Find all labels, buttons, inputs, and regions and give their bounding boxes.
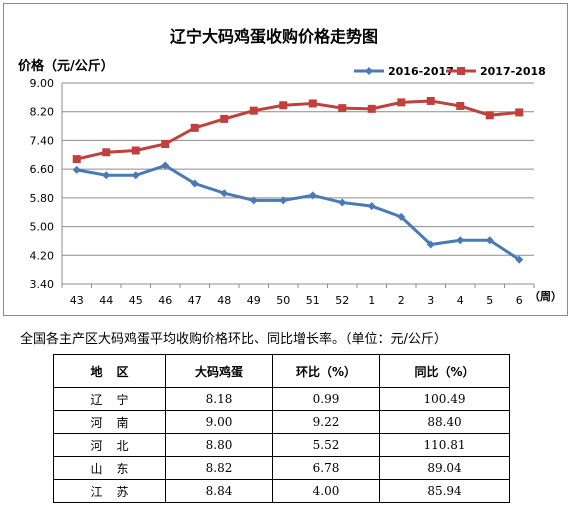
x-tick-label: 49 <box>247 294 261 307</box>
data-point <box>131 146 140 155</box>
x-tick-label: 44 <box>99 294 113 307</box>
data-point <box>338 198 347 207</box>
cell-mom: 9.22 <box>272 410 380 434</box>
header-yoy: 同比（%） <box>379 354 510 388</box>
y-tick-label: 7.40 <box>30 134 55 147</box>
legend-label: 2016-2017 <box>388 65 454 78</box>
cell-price: 8.82 <box>165 456 273 480</box>
data-point <box>397 98 406 107</box>
line-chart: 辽宁大码鸡蛋收购价格走势图 价格（元/公斤） 9.00 8.20 7.40 6.60 5… <box>18 27 562 307</box>
data-point <box>72 165 81 174</box>
cell-yoy: 110.81 <box>379 433 510 457</box>
data-point <box>308 191 317 200</box>
x-tick-label: 45 <box>129 294 143 307</box>
price-table: 地区 大码鸡蛋 环比（%） 同比（%） 辽宁 8.18 0.99 100.49 河南 9.… <box>53 354 510 503</box>
cell-price: 9.00 <box>165 410 273 434</box>
data-point <box>249 196 258 205</box>
legend-label: 2017-2018 <box>480 65 546 78</box>
x-tick-label: 6 <box>516 294 523 307</box>
data-point <box>456 236 465 245</box>
x-tick-label: 5 <box>486 294 493 307</box>
data-point <box>279 101 288 110</box>
x-tick-label: 48 <box>217 294 231 307</box>
data-point <box>249 106 258 115</box>
y-tick-label: 4.20 <box>30 249 55 262</box>
x-tick-label: 1 <box>368 294 375 307</box>
data-point <box>485 111 494 120</box>
header-price: 大码鸡蛋 <box>165 354 273 388</box>
data-point <box>426 96 435 105</box>
data-point <box>220 189 229 198</box>
cell-yoy: 100.49 <box>379 387 510 411</box>
legend-marker <box>457 67 465 75</box>
cell-price: 8.18 <box>165 387 273 411</box>
x-tick-label: 50 <box>276 294 290 307</box>
data-point <box>456 101 465 110</box>
y-tick-label: 3.40 <box>30 278 55 291</box>
cell-mom: 5.52 <box>272 433 380 457</box>
data-point <box>515 108 524 117</box>
data-point <box>102 171 111 180</box>
cell-mom: 4.00 <box>272 479 380 503</box>
cell-region: 河南 <box>53 410 166 434</box>
data-point <box>190 123 199 132</box>
data-point <box>397 212 406 221</box>
table-caption: 全国各主产区大码鸡蛋平均收购价格环比、同比增长率。（单位：元/公斤） <box>20 332 447 347</box>
cell-yoy: 89.04 <box>379 456 510 480</box>
data-point <box>131 171 140 180</box>
cell-region: 江苏 <box>53 479 166 503</box>
x-tick-label: 43 <box>70 294 84 307</box>
table-row: 江苏 8.84 4.00 85.94 <box>53 479 510 503</box>
data-point <box>367 104 376 113</box>
x-tick-label: 2 <box>398 294 405 307</box>
x-tick-label: 52 <box>335 294 349 307</box>
data-point <box>338 104 347 113</box>
table-row: 山东 8.82 6.78 89.04 <box>53 456 510 480</box>
cell-region: 山东 <box>53 456 166 480</box>
series-line-2016-2017 <box>76 163 521 261</box>
cell-region: 辽宁 <box>53 387 166 411</box>
series-line-2017-2018 <box>76 99 520 161</box>
data-point <box>426 240 435 249</box>
data-point <box>515 255 524 264</box>
cell-mom: 0.99 <box>272 387 380 411</box>
cell-yoy: 85.94 <box>379 479 510 503</box>
x-tick-label: 47 <box>188 294 202 307</box>
cell-price: 8.80 <box>165 433 273 457</box>
cell-yoy: 88.40 <box>379 410 510 434</box>
y-tick-label: 9.00 <box>30 77 55 90</box>
legend-marker <box>365 67 373 75</box>
x-tick-label: 4 <box>457 294 464 307</box>
x-tick-label: 51 <box>306 294 320 307</box>
data-point <box>190 179 199 188</box>
y-tick-label: 5.80 <box>30 192 55 205</box>
table-row: 河北 8.80 5.52 110.81 <box>53 433 510 457</box>
data-point <box>161 161 170 170</box>
y-tick-label: 6.60 <box>30 163 55 176</box>
y-tick-label: 5.00 <box>30 221 55 234</box>
data-point <box>279 196 288 205</box>
table-row: 辽宁 8.18 0.99 100.49 <box>53 387 510 411</box>
chart-panel: 辽宁大码鸡蛋收购价格走势图 价格（元/公斤） 9.00 8.20 7.40 6.60 5… <box>3 3 568 316</box>
x-tick-label: 46 <box>158 294 172 307</box>
data-point <box>72 155 81 164</box>
chart-title: 辽宁大码鸡蛋收购价格走势图 <box>170 27 378 46</box>
data-point <box>308 99 317 108</box>
y-axis-label: 价格（元/公斤） <box>18 58 114 74</box>
cell-region: 河北 <box>53 433 166 457</box>
data-point <box>102 148 111 157</box>
y-tick-label: 8.20 <box>30 106 55 119</box>
data-point <box>220 114 229 123</box>
header-region: 地区 <box>53 354 166 388</box>
table-header-row: 地区 大码鸡蛋 环比（%） 同比（%） <box>53 354 510 388</box>
x-axis-label: （周） <box>529 290 562 303</box>
cell-price: 8.84 <box>165 479 273 503</box>
header-mom: 环比（%） <box>272 354 380 388</box>
x-tick-label: 3 <box>427 294 434 307</box>
data-point <box>367 202 376 211</box>
cell-mom: 6.78 <box>272 456 380 480</box>
data-point <box>161 140 170 149</box>
data-point <box>485 236 494 245</box>
table-row: 河南 9.00 9.22 88.40 <box>53 410 510 434</box>
